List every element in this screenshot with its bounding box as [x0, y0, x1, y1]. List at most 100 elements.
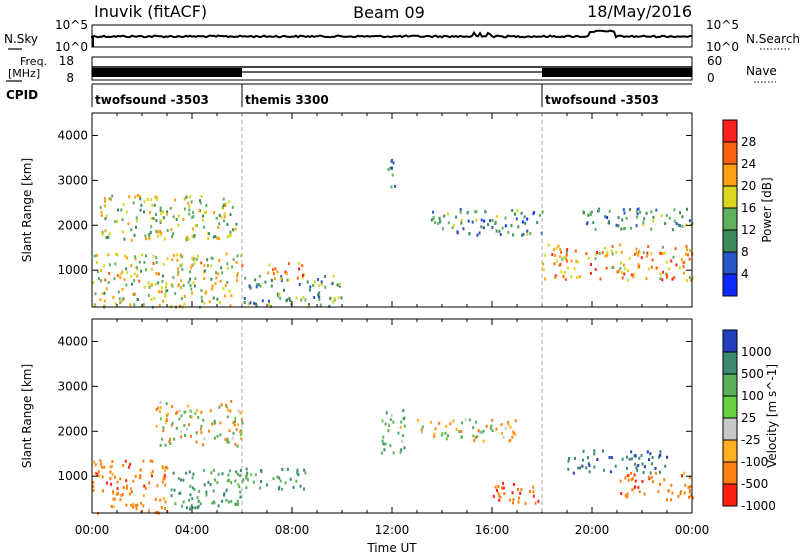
velocity-panel: 1000 2000 3000 4000 Slant Range [km] 1000 50… — [20, 318, 779, 515]
power-point-570 — [559, 247, 562, 251]
velocity-point-369 — [491, 418, 494, 422]
power-point-674 — [647, 267, 650, 271]
power-point-286 — [193, 234, 196, 237]
power-point-51 — [151, 267, 154, 271]
cpid-row: CPID twofsound -3503 themis 3300 twofsound… — [6, 83, 692, 107]
velocity-point-467 — [626, 455, 628, 459]
power-point-328 — [136, 194, 139, 197]
velocity-point-204 — [188, 498, 191, 502]
velocity-point-289 — [250, 473, 253, 477]
power-point-616 — [650, 265, 653, 269]
velocity-point-47 — [109, 476, 112, 480]
velocity-point-157 — [158, 410, 161, 413]
power-point-285 — [135, 216, 138, 220]
power-point-414 — [287, 278, 290, 282]
power-point-464 — [394, 184, 397, 188]
nsky-line — [91, 29, 692, 39]
velocity-point-14 — [130, 487, 133, 491]
velocity-point-199 — [165, 418, 168, 422]
velocity-point-304 — [289, 477, 292, 481]
power-point-244 — [108, 232, 111, 236]
power-point-708 — [635, 209, 638, 213]
velocity-point-531 — [687, 486, 690, 489]
velocity-point-314 — [260, 468, 262, 472]
velocity-point-416 — [502, 486, 505, 490]
velocity-point-349 — [474, 420, 477, 424]
velocity-point-343 — [392, 451, 395, 455]
power-point-444 — [272, 268, 274, 272]
power-point-175 — [235, 261, 238, 264]
velocity-point-145 — [180, 414, 183, 418]
power-point-195 — [100, 279, 103, 283]
power-point-574 — [661, 278, 664, 282]
velocity-point-521 — [688, 495, 690, 499]
power-point-239 — [133, 233, 136, 237]
velocity-point-191 — [232, 421, 235, 425]
velocity-point-518 — [647, 475, 650, 479]
velocity-point-508 — [620, 492, 623, 495]
power-point-46 — [133, 303, 136, 307]
velocity-cbar-label-7: -1000 — [741, 499, 776, 513]
power-point-355 — [101, 232, 104, 236]
velocity-point-365 — [507, 421, 510, 424]
velocity-point-529 — [634, 479, 637, 483]
power-point-685 — [675, 222, 678, 225]
velocity-point-288 — [295, 479, 298, 483]
velocity-point-328 — [389, 418, 392, 422]
time-axis-label: Time UT — [366, 541, 417, 554]
velocity-point-156 — [227, 440, 230, 444]
power-point-364 — [306, 280, 309, 284]
velocity-point-249 — [188, 470, 191, 474]
velocity-point-497 — [665, 498, 668, 502]
power-point-184 — [118, 297, 121, 301]
power-point-655 — [663, 251, 666, 255]
power-point-640 — [553, 262, 556, 266]
power-point-134 — [164, 292, 167, 296]
power-point-291 — [100, 210, 103, 214]
velocity-point-91 — [162, 496, 165, 500]
power-point-64 — [141, 253, 143, 257]
velocity-point-526 — [670, 483, 673, 487]
power-point-702 — [678, 224, 681, 228]
power-point-58 — [179, 304, 182, 308]
freq-block-early — [92, 68, 242, 77]
power-cbar-label-3: 16 — [741, 201, 756, 215]
velocity-point-511 — [641, 480, 644, 483]
power-point-583 — [617, 269, 620, 273]
power-point-565 — [611, 252, 614, 256]
power-point-31 — [125, 256, 128, 260]
velocity-point-464 — [608, 456, 611, 459]
velocity-point-207 — [182, 500, 185, 504]
power-point-406 — [317, 293, 320, 297]
power-point-281 — [156, 196, 159, 200]
power-point-469 — [504, 224, 507, 228]
velocity-point-323 — [402, 434, 405, 437]
power-point-17 — [177, 270, 180, 274]
power-point-577 — [670, 259, 673, 263]
velocity-point-183 — [226, 415, 229, 419]
power-point-396 — [264, 280, 267, 284]
power-point-27 — [149, 283, 152, 287]
velocity-colorbar: 1000 500 100 25 -25 -100 -500 -1000 — [722, 329, 776, 513]
power-point-111 — [206, 264, 209, 268]
velocity-point-146 — [234, 416, 237, 420]
power-point-173 — [210, 256, 213, 260]
power-point-631 — [623, 272, 626, 276]
power-point-97 — [200, 295, 203, 299]
power-point-240 — [132, 201, 135, 205]
power-point-395 — [276, 294, 279, 298]
power-point-24 — [215, 271, 217, 275]
velocity-point-217 — [221, 472, 224, 476]
power-point-277 — [116, 219, 119, 223]
power-point-554 — [561, 257, 564, 261]
power-point-411 — [316, 278, 319, 282]
power-point-581 — [659, 272, 662, 276]
velocity-point-500 — [624, 476, 627, 480]
velocity-point-18 — [93, 460, 96, 464]
power-point-312 — [104, 217, 107, 221]
power-point-192 — [241, 264, 244, 268]
velocity-point-295 — [296, 471, 299, 475]
velocity-point-208 — [203, 483, 206, 487]
velocity-point-492 — [689, 494, 692, 498]
power-point-290 — [170, 228, 173, 231]
